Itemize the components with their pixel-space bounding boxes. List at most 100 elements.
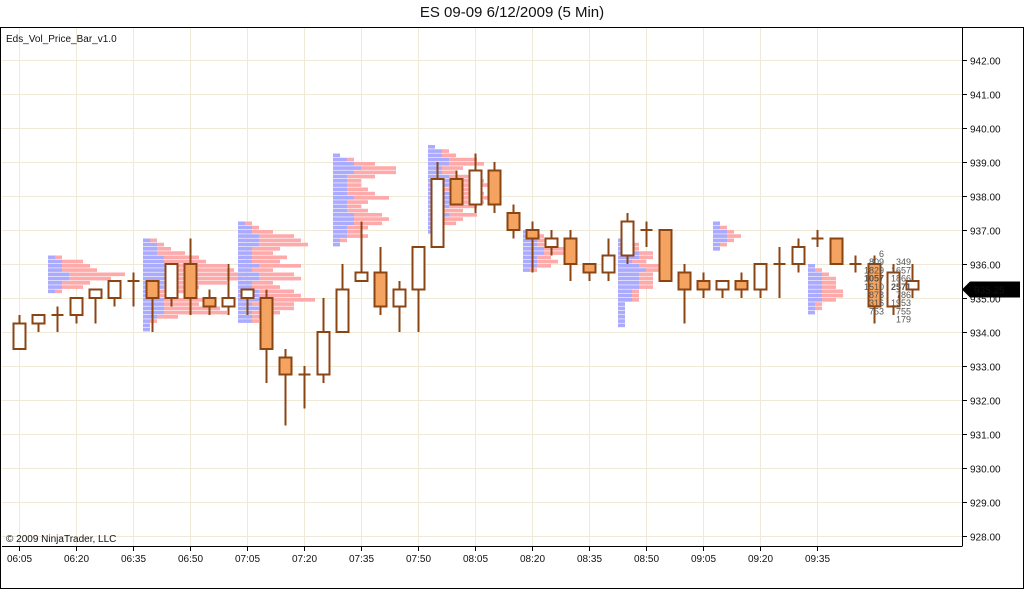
ask-volume-bar <box>259 272 294 277</box>
bid-volume-bar <box>523 259 537 264</box>
ask-volume-bar <box>252 251 273 255</box>
ask-volume-bar <box>259 289 294 294</box>
candle-down <box>449 178 464 206</box>
ask-volume-bar <box>62 259 83 264</box>
bid-volume-bar <box>618 293 632 298</box>
ask-volume-bar <box>157 315 178 319</box>
ask-volume-bar <box>544 247 572 251</box>
ask-volume-bar <box>69 276 111 281</box>
time-tick-label: 06:20 <box>64 554 89 565</box>
ask-volume-bar <box>442 221 456 226</box>
bid-volume-bar <box>428 153 442 158</box>
bid-volume-bar <box>238 221 245 226</box>
bid-volume-bar <box>713 234 727 238</box>
time-axis[interactable]: 06:05 06:20 06:35 06:50 07:05 07:20 07:35 07:50… <box>2 546 963 565</box>
price-tick-label: 936.00 <box>970 261 1001 272</box>
ask-volume-bar <box>632 289 639 294</box>
copyright-label: © 2009 NinjaTrader, LLC <box>6 534 116 545</box>
ask-volume-bar <box>354 196 389 200</box>
bid-volume-bar <box>618 281 639 285</box>
ask-volume-bar <box>449 174 470 179</box>
ask-volume-bar <box>442 170 456 175</box>
table-bid-value: 1829 <box>864 265 884 275</box>
ask-volume-bar <box>639 272 653 277</box>
candle-up <box>620 220 635 257</box>
bid-volume-bar <box>48 281 62 285</box>
price-tick-label: 941.00 <box>970 91 1001 102</box>
bid-volume-bar <box>48 268 62 272</box>
bid-volume-bar <box>143 268 171 272</box>
bid-volume-bar <box>618 259 632 264</box>
price-tick-label: 930.00 <box>970 465 1001 476</box>
ask-volume-bar <box>55 289 62 294</box>
bid-volume-bar <box>143 255 164 260</box>
candle-down <box>696 280 711 291</box>
ask-volume-bar <box>632 298 639 302</box>
bid-volume-bar <box>238 310 252 315</box>
table-bid-value: 6 <box>879 249 884 259</box>
table-ask-value: 755 <box>896 306 911 316</box>
ask-volume-bar <box>164 310 227 315</box>
bid-volume-bar <box>238 225 252 230</box>
bid-volume-bar <box>238 315 252 319</box>
candle-up <box>430 178 445 248</box>
ask-volume-bar <box>347 208 368 213</box>
bid-volume-bar <box>48 255 55 260</box>
ask-volume-bar <box>442 217 463 221</box>
bid-volume-bar <box>143 323 150 328</box>
ask-volume-bar <box>442 166 463 170</box>
bid-volume-bar <box>808 285 822 289</box>
table-ask-value: 349 <box>896 257 911 267</box>
bid-volume-bar <box>143 238 150 243</box>
bid-volume-bar <box>808 272 822 277</box>
bid-volume-bar <box>333 230 347 234</box>
ask-volume-bar <box>164 298 206 302</box>
candle-down <box>202 297 217 308</box>
candle-up <box>392 288 407 308</box>
ask-volume-bar <box>252 259 280 264</box>
price-axis[interactable]: 942.00 941.00 940.00 939.00 938.00 937.00 936.… <box>962 28 1020 546</box>
ask-volume-bar <box>178 276 241 281</box>
candle-up <box>31 314 46 325</box>
ask-volume-bar <box>639 264 660 268</box>
ask-volume-bar <box>259 298 315 302</box>
table-bid-value: 1057 <box>864 274 884 284</box>
ask-volume-bar <box>347 179 361 183</box>
bid-volume-bar <box>238 242 259 247</box>
ask-volume-bar <box>252 281 273 285</box>
last-price-tag <box>962 281 1020 298</box>
ask-volume-bar <box>727 230 734 234</box>
bid-volume-bar <box>333 191 347 196</box>
bid-volume-bar <box>238 281 252 285</box>
ask-volume-bar <box>632 293 639 298</box>
candle-down <box>145 280 160 299</box>
ask-volume-bar <box>62 281 90 285</box>
bid-volume-bar <box>808 289 822 294</box>
ask-volume-bar <box>164 259 206 264</box>
ask-volume-bar <box>252 225 259 230</box>
time-tick-label: 08:20 <box>520 554 545 565</box>
ask-volume-bar <box>157 242 164 247</box>
ask-volume-bar <box>150 238 157 243</box>
bid-volume-bar <box>428 157 449 162</box>
candle-up <box>316 331 331 376</box>
candle-up <box>354 271 369 282</box>
bid-volume-bar <box>618 319 625 323</box>
bid-volume-bar <box>238 230 252 234</box>
volume-profiles <box>48 145 843 332</box>
ask-volume-bar <box>171 281 227 285</box>
bid-volume-bar <box>333 238 340 243</box>
ask-volume-bar <box>252 268 273 272</box>
time-tick-label: 08:50 <box>634 554 659 565</box>
ask-volume-bar <box>639 251 653 255</box>
ask-volume-bar <box>164 306 220 311</box>
bid-volume-bar <box>333 170 354 175</box>
time-tick-label: 07:35 <box>349 554 374 565</box>
candle-down <box>259 297 274 350</box>
ask-volume-bar <box>537 264 551 268</box>
time-tick-label: 08:35 <box>577 554 602 565</box>
bid-volume-bar <box>143 327 150 332</box>
ask-volume-bar <box>720 242 727 247</box>
